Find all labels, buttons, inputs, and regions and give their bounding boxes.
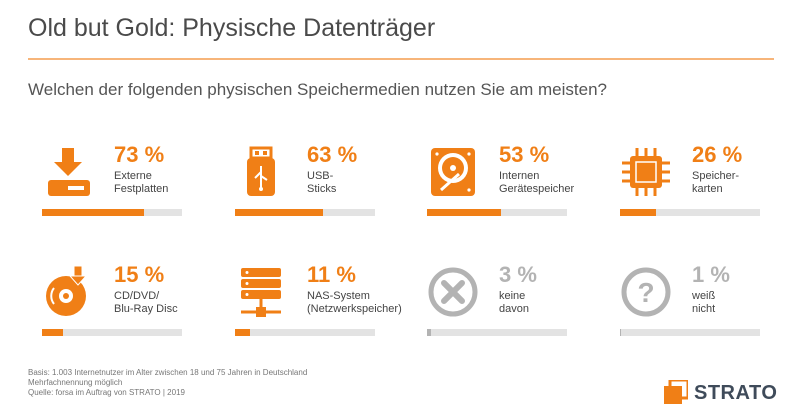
progress-track bbox=[427, 329, 567, 336]
category-label: CD/DVD/ Blu-Ray Disc bbox=[114, 290, 178, 315]
progress-track bbox=[42, 209, 182, 216]
percentage-label: 53 % bbox=[499, 142, 550, 167]
tile-memory-card: 26 % Speicher- karten bbox=[620, 142, 790, 232]
survey-question: Welchen der folgenden physischen Speiche… bbox=[28, 80, 607, 99]
progress-fill bbox=[42, 329, 63, 336]
footnote: Basis: 1.003 Internetnutzer im Alter zwi… bbox=[28, 368, 307, 398]
title-divider bbox=[28, 58, 774, 60]
percentage-label: 73 % bbox=[114, 142, 165, 167]
progress-fill bbox=[620, 209, 657, 216]
progress-fill bbox=[235, 209, 324, 216]
percentage-label: 15 % bbox=[114, 262, 165, 287]
tile-internal-harddisk: 53 % Internen Gerätespeicher bbox=[427, 142, 597, 232]
progress-track bbox=[235, 329, 375, 336]
footnote-base: Basis: 1.003 Internetnutzer im Alter zwi… bbox=[28, 368, 308, 377]
progress-fill bbox=[42, 209, 145, 216]
category-label: Externe Festplatten bbox=[114, 170, 169, 195]
tile-usb-stick: 63 % USB- Sticks bbox=[235, 142, 405, 232]
footnote-source: Quelle: forsa im Auftrag von STRATO | 20… bbox=[28, 388, 185, 397]
progress-track bbox=[427, 209, 567, 216]
memory-chip-icon bbox=[622, 148, 670, 196]
progress-track bbox=[42, 329, 182, 336]
category-label: weiß nicht bbox=[692, 290, 716, 315]
usb-stick-icon bbox=[247, 146, 275, 196]
percentage-label: 3 % bbox=[499, 262, 537, 287]
internal-harddisk-icon bbox=[431, 148, 475, 196]
percentage-label: 26 % bbox=[692, 142, 743, 167]
percentage-label: 11 % bbox=[307, 262, 356, 287]
progress-fill bbox=[235, 329, 251, 336]
category-label: NAS-System (Netzwerkspeicher) bbox=[307, 290, 402, 315]
progress-track bbox=[235, 209, 375, 216]
category-label: keine davon bbox=[499, 290, 529, 315]
logo-text: STRATO bbox=[694, 382, 778, 404]
tile-external-harddrive: 73 % Externe Festplatten bbox=[42, 142, 212, 232]
tile-none: 3 % keine davon bbox=[427, 262, 597, 352]
footnote-multiple: Mehrfachnennung möglich bbox=[28, 378, 123, 387]
strato-logo: STRATO bbox=[664, 378, 778, 408]
category-label: USB- Sticks bbox=[307, 170, 337, 195]
nas-server-icon bbox=[241, 268, 281, 317]
tile-dont-know: ? 1 % weiß nicht bbox=[620, 262, 790, 352]
external-harddrive-icon bbox=[48, 148, 90, 196]
question-icon: ? bbox=[621, 267, 671, 317]
progress-fill bbox=[427, 329, 432, 336]
category-label: Internen Gerätespeicher bbox=[499, 170, 575, 195]
percentage-label: 63 % bbox=[307, 142, 358, 167]
strato-logo-icon bbox=[664, 380, 688, 404]
page-title: Old but Gold: Physische Datenträger bbox=[28, 14, 436, 42]
tile-nas: 11 % NAS-System (Netzwerkspeicher) bbox=[235, 262, 405, 352]
category-label: Speicher- karten bbox=[692, 170, 740, 195]
progress-fill bbox=[620, 329, 622, 336]
progress-fill bbox=[427, 209, 502, 216]
disc-icon bbox=[46, 266, 88, 316]
progress-track bbox=[620, 209, 760, 216]
svg-text:?: ? bbox=[637, 277, 654, 308]
cross-icon bbox=[428, 267, 478, 317]
tile-disc: 15 % CD/DVD/ Blu-Ray Disc bbox=[42, 262, 212, 352]
progress-track bbox=[620, 329, 760, 336]
percentage-label: 1 % bbox=[692, 262, 730, 287]
